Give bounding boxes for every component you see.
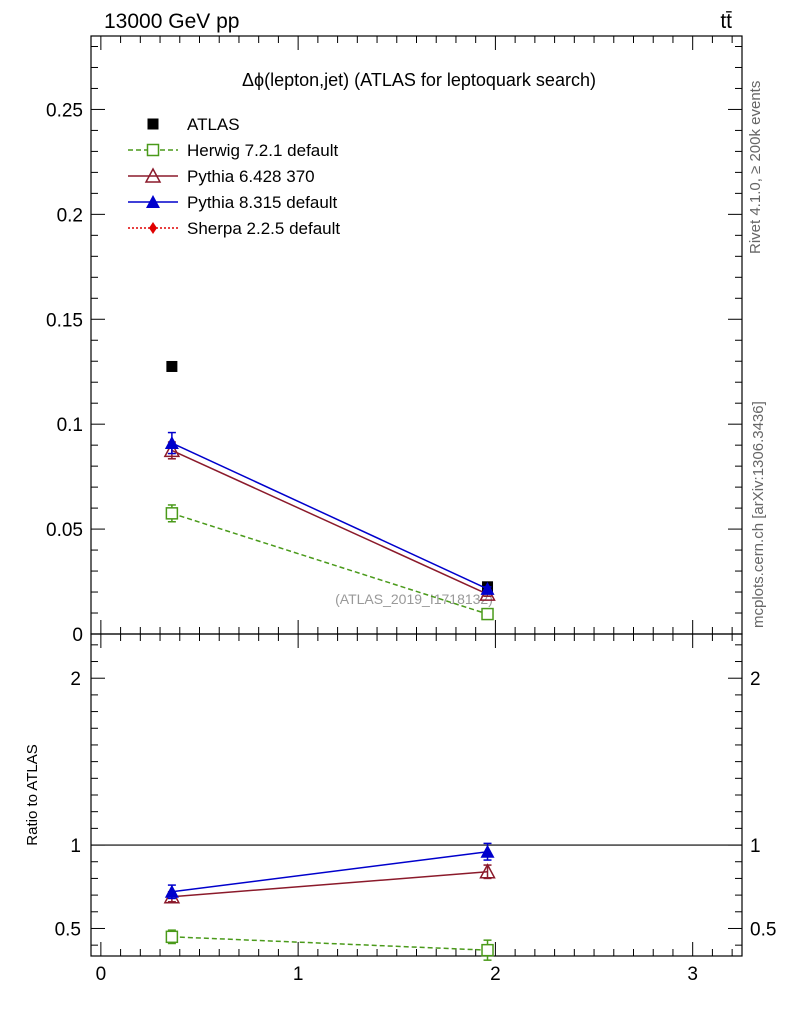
main-atlas-point [166,360,178,372]
main-pythia-8-315-default-point [164,436,179,450]
legend-sherpa-2-2-5-default-marker [149,222,157,234]
x-tick-label: 0 [96,964,107,985]
ratio-herwig-7-2-1-default-line [171,936,488,951]
legend-pythia-8-315-default-marker [146,195,160,208]
x-axis: 0 1 2 3 [96,634,733,985]
ratio-plot-frame [90,633,743,957]
legend-pythia-8-315-default-label: Pythia 8.315 default [187,193,338,212]
y-tick-label: 0 [72,625,83,646]
ratio-y-axis: 0.5 0.5 1 1 2 2 [55,644,776,946]
ratio-y-tick-label: 0.5 [55,919,81,940]
process-label: tt̄ [720,10,732,33]
analysis-watermark: (ATLAS_2019_I1718132) [335,591,493,607]
ratio-y-tick-label: 1 [70,836,81,857]
main-pythia-8-315-default-line [171,442,488,590]
ratio-y-tick-label-right: 2 [750,669,761,690]
legend-sherpa-2-2-5-default-label: Sherpa 2.2.5 default [187,219,340,238]
main-plot-panel: Δϕ(lepton,jet) (ATLAS for leptoquark sea… [46,35,743,646]
legend-pythia-6-428-370-label: Pythia 6.428 370 [187,167,315,186]
ratio-y-tick-label: 2 [70,669,81,690]
ratio-y-axis-label: Ratio to ATLAS [24,744,41,845]
ratio-pythia-8-315-default-line [171,850,488,893]
main-series-group [163,360,496,621]
ratio-plot-panel: Ratio to ATLAS 0.5 0.5 1 1 2 2 0 1 2 3 [24,633,776,985]
main-x-axis-ticks [100,36,733,634]
main-y-axis: 0 0.05 0.1 0.15 0.2 0.25 [46,45,742,646]
ratio-y-tick-label-right: 1 [750,836,761,857]
plot-title: Δϕ(lepton,jet) (ATLAS for leptoquark sea… [242,70,596,90]
main-herwig-7-2-1-default-point [481,607,494,621]
legend-pythia-6-428-370-marker [144,167,162,183]
legend-atlas-marker [147,118,159,130]
legend-atlas-label: ATLAS [187,115,240,134]
ratio-series-group [163,842,496,961]
y-tick-label: 0.2 [57,205,83,226]
main-pythia-6-428-370-point [163,441,181,458]
legend-herwig-7-2-1-default-marker [146,143,160,157]
y-tick-label: 0.15 [46,310,83,331]
main-pythia-6-428-370-line [171,449,488,595]
ratio-pythia-6-428-370-line [171,870,488,898]
y-tick-label: 0.25 [46,100,83,121]
x-tick-label: 2 [490,964,501,985]
main-herwig-7-2-1-default-point [165,507,179,520]
ratio-pythia-6-428-370-point [479,863,496,879]
y-tick-label: 0.1 [57,415,83,436]
x-tick-label: 3 [687,964,698,985]
main-herwig-7-2-1-default-line [171,512,488,615]
x-tick-label: 1 [293,964,304,985]
energy-label: 13000 GeV pp [104,10,239,33]
ratio-pythia-8-315-default-point [480,844,495,858]
ratio-herwig-7-2-1-default-point [481,943,494,957]
ratio-pythia-8-315-default-point [164,884,179,898]
ratio-herwig-7-2-1-default-point [165,930,179,944]
legend-herwig-7-2-1-default-label: Herwig 7.2.1 default [187,141,338,160]
mcplots-reference-label: mcplots.cern.ch [arXiv:1306.3436] [750,401,767,628]
main-pythia-8-315-default-point [480,581,495,595]
y-tick-label: 0.05 [46,520,83,541]
ratio-y-tick-label-right: 0.5 [750,919,776,940]
rivet-version-label: Rivet 4.1.0, ≥ 200k events [747,81,764,254]
legend: ATLAS Herwig 7.2.1 default Pythia 6.428 37… [128,115,340,238]
